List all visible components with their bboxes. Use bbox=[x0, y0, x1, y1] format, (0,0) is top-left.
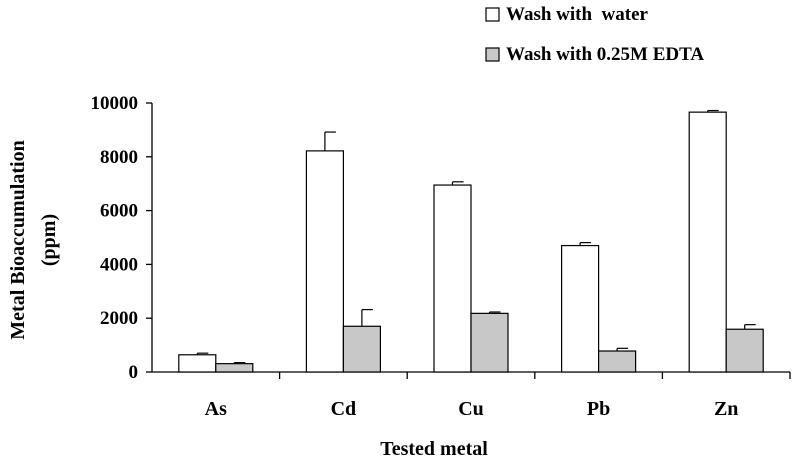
bar-pb-water bbox=[560, 244, 600, 373]
x-tick-label-cd: Cd bbox=[331, 398, 357, 420]
bar-zn-edta bbox=[725, 328, 764, 373]
y-tick-label-4000: 4000 bbox=[100, 254, 138, 275]
x-tick-label-cu: Cu bbox=[458, 398, 484, 420]
y-axis-title-line2: (ppm) bbox=[38, 214, 60, 266]
y-tick-label-2000: 2000 bbox=[100, 308, 138, 329]
legend-label-edta: Wash with 0.25M EDTA bbox=[506, 44, 704, 65]
legend-label-water: Wash with water bbox=[506, 4, 649, 25]
bar-cd-water bbox=[305, 150, 344, 373]
y-tick-label-8000: 8000 bbox=[100, 147, 138, 168]
x-tick-label-zn: Zn bbox=[714, 398, 738, 420]
bar-as-water bbox=[178, 354, 217, 373]
bar-cu-edta bbox=[470, 312, 509, 373]
y-tick-label-6000: 6000 bbox=[100, 201, 138, 222]
legend: Wash with water Wash with 0.25M EDTA bbox=[485, 4, 704, 65]
y-axis-title: Metal Bioaccumulation (ppm) bbox=[7, 140, 60, 339]
x-tick-label-as: As bbox=[205, 398, 227, 420]
x-tick-label-pb: Pb bbox=[587, 398, 610, 420]
bar-pb-edta bbox=[597, 350, 637, 373]
legend-swatch-water bbox=[485, 7, 500, 22]
y-axis-title-line1: Metal Bioaccumulation bbox=[7, 140, 29, 339]
y-tick-label-0: 0 bbox=[129, 362, 139, 383]
legend-swatch-edta bbox=[485, 47, 500, 62]
bar-cu-water bbox=[433, 184, 472, 373]
plot-area: 0 2000 4000 6000 8000 10000 As Cd Cu Pb Zn bbox=[91, 93, 791, 420]
bar-zn-water bbox=[688, 111, 727, 373]
y-tick-label-10000: 10000 bbox=[91, 93, 139, 114]
x-axis-title: Tested metal bbox=[380, 438, 488, 460]
bar-cd-edta bbox=[342, 325, 381, 373]
bar-as-edta bbox=[215, 363, 254, 373]
